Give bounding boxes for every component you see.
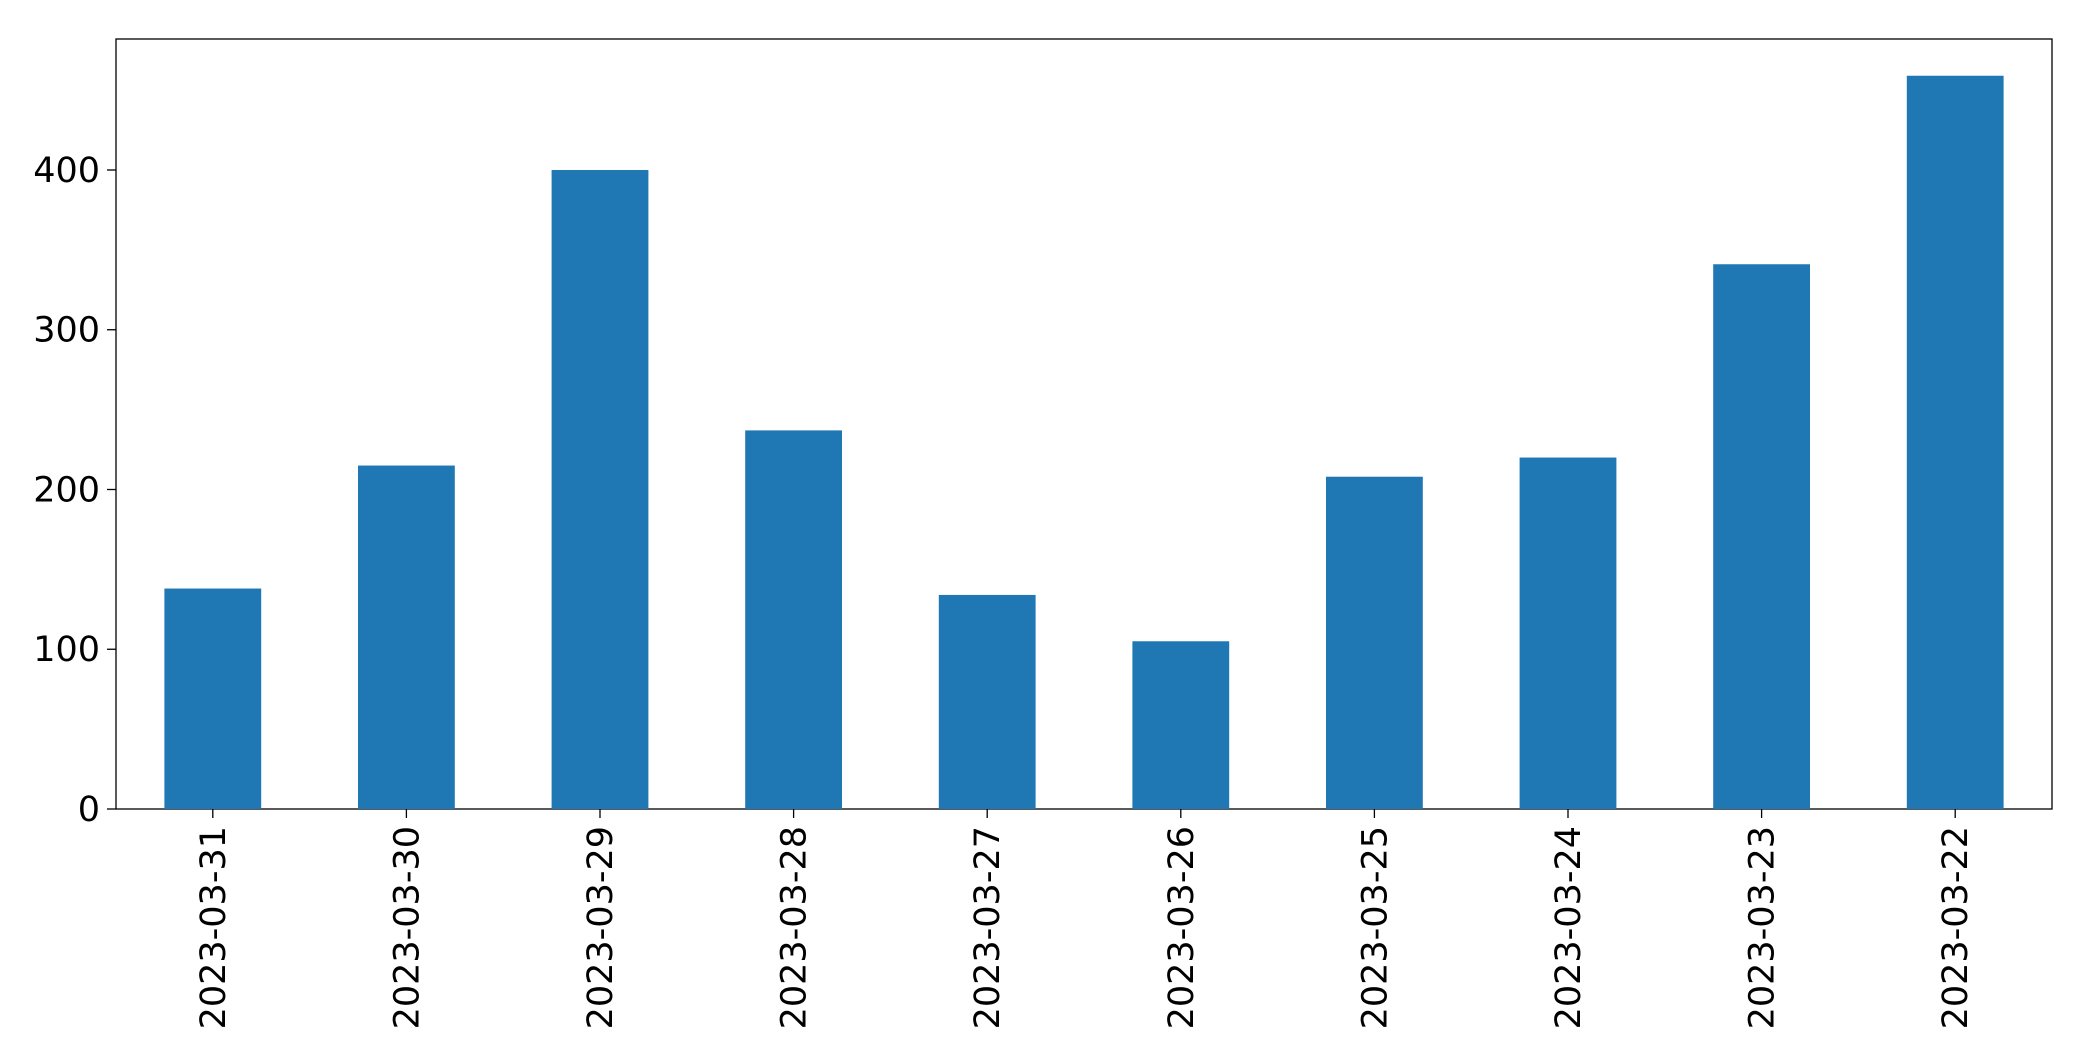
x-tick-label: 2023-03-23 bbox=[1743, 826, 1783, 1029]
x-tick-label: 2023-03-25 bbox=[1355, 826, 1395, 1029]
bar bbox=[551, 169, 649, 809]
bar bbox=[745, 430, 842, 809]
bar bbox=[1519, 457, 1617, 809]
y-tick-label: 0 bbox=[78, 790, 100, 830]
x-tick-label: 2023-03-26 bbox=[1162, 826, 1202, 1029]
x-tick-label: 2023-03-22 bbox=[1936, 826, 1976, 1029]
y-tick-label: 300 bbox=[33, 311, 100, 351]
plot-frame bbox=[115, 38, 2053, 810]
bar bbox=[938, 594, 1036, 809]
x-tick-label: 2023-03-27 bbox=[968, 826, 1008, 1029]
bar bbox=[164, 588, 262, 809]
y-tick-label: 100 bbox=[33, 630, 100, 670]
bar bbox=[358, 465, 455, 809]
x-tick-label: 2023-03-29 bbox=[581, 826, 621, 1029]
y-tick-label: 200 bbox=[33, 470, 100, 510]
bar bbox=[1713, 264, 1810, 809]
bar bbox=[1326, 476, 1423, 809]
x-tick-label: 2023-03-28 bbox=[775, 826, 815, 1029]
x-tick-label: 2023-03-24 bbox=[1549, 826, 1589, 1029]
bar bbox=[1906, 75, 2004, 809]
bar bbox=[1132, 641, 1230, 809]
x-tick-label: 2023-03-30 bbox=[387, 826, 427, 1029]
y-tick-label: 400 bbox=[33, 151, 100, 191]
x-tick-label: 2023-03-31 bbox=[194, 826, 234, 1029]
